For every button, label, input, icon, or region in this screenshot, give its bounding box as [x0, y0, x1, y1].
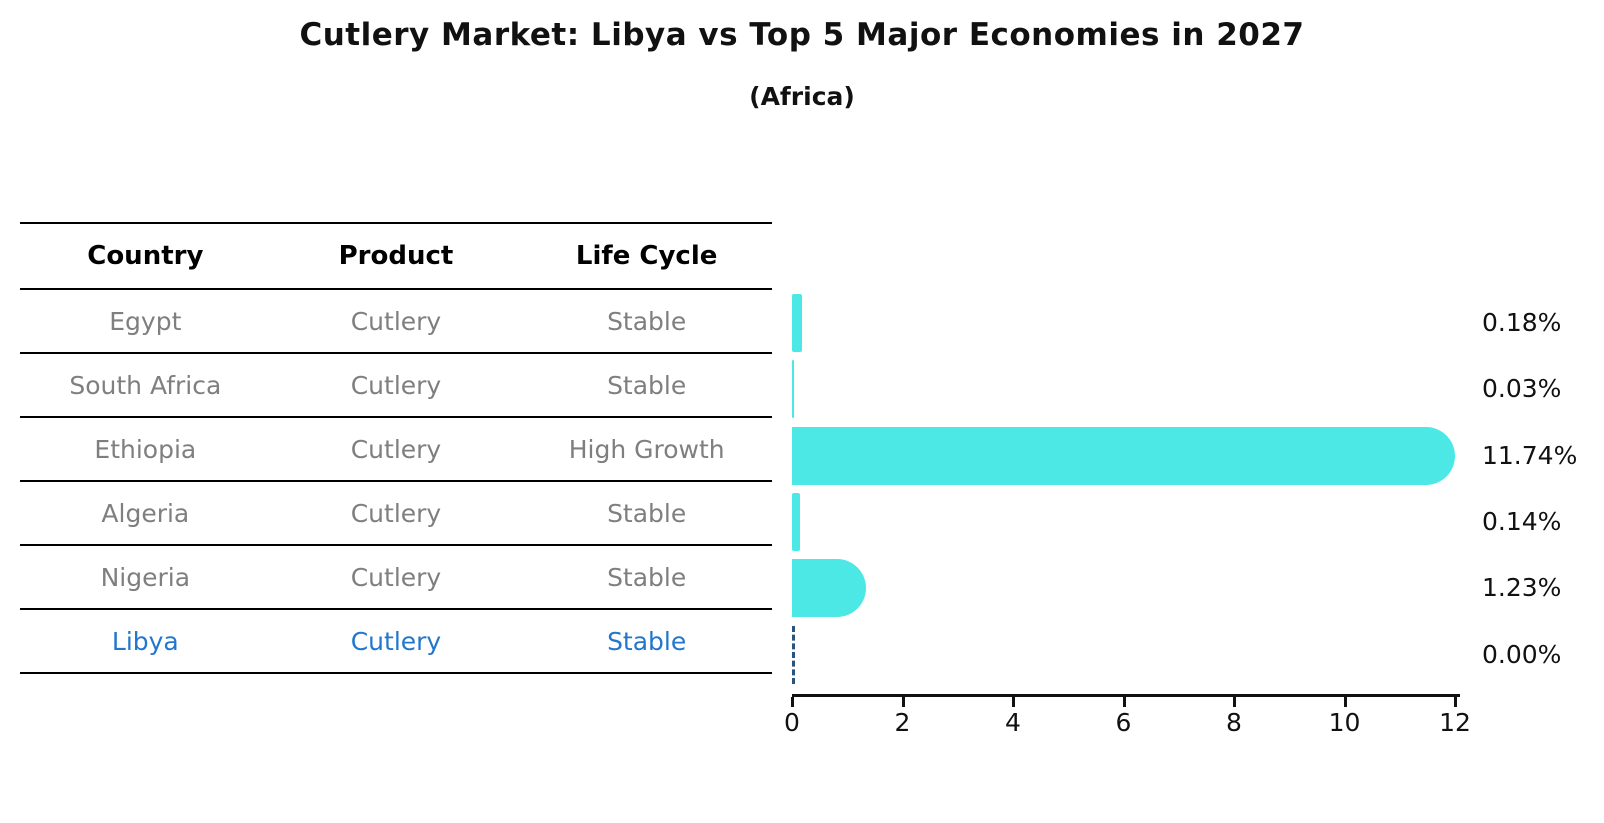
table-row: Algeria Cutlery Stable: [20, 481, 772, 546]
table-row: Ethiopia Cutlery High Growth: [20, 417, 772, 482]
x-tick-mark: [1233, 697, 1236, 707]
cell-country: South Africa: [20, 353, 271, 418]
x-axis-line: [792, 694, 1460, 697]
bar-nigeria: [792, 559, 866, 618]
table-body: Egypt Cutlery Stable South Africa Cutlery Sta…: [20, 289, 772, 674]
cell-country: Ethiopia: [20, 417, 271, 482]
table-row: Egypt Cutlery Stable: [20, 289, 772, 354]
cell-product: Cutlery: [270, 417, 522, 482]
value-label: 0.00%: [1482, 639, 1562, 669]
value-label: 0.18%: [1482, 308, 1562, 338]
x-tick-mark: [1012, 697, 1015, 707]
chart-title: Cutlery Market: Libya vs Top 5 Major Eco…: [299, 17, 1305, 53]
x-tick-mark: [1454, 697, 1457, 707]
x-tick-mark: [791, 697, 794, 707]
x-tick-label: 2: [894, 708, 911, 737]
x-tick-mark: [1343, 697, 1347, 707]
cell-life-cycle: Stable: [521, 481, 772, 546]
value-label: 11.74%: [1482, 440, 1578, 470]
cell-country: Libya: [20, 609, 271, 674]
cell-product: Cutlery: [270, 289, 522, 354]
header-life-cycle: Life Cycle: [521, 222, 772, 290]
cell-country: Nigeria: [20, 545, 271, 610]
x-tick-label: 6: [1115, 708, 1132, 737]
table-header: Country Product Life Cycle: [20, 222, 772, 290]
cell-product: Cutlery: [270, 353, 522, 418]
cell-life-cycle: Stable: [521, 289, 772, 354]
table-row: Libya Cutlery Stable: [20, 609, 772, 674]
table-row: South Africa Cutlery Stable: [20, 353, 772, 418]
header-product: Product: [270, 222, 522, 290]
cell-product: Cutlery: [270, 481, 522, 546]
x-tick-mark: [901, 697, 905, 707]
table-header-row: Country Product Life Cycle: [20, 222, 772, 290]
cell-life-cycle: Stable: [521, 545, 772, 610]
header-country: Country: [20, 222, 271, 290]
cell-country: Egypt: [20, 289, 271, 354]
bar-ethiopia: [792, 426, 1455, 485]
x-axis: 0 2 4 6 8 10 12: [784, 694, 1492, 754]
bar-south-africa: [792, 360, 794, 419]
table-row: Nigeria Cutlery Stable: [20, 545, 772, 610]
cell-life-cycle: Stable: [521, 353, 772, 418]
x-tick-label: 10: [1328, 708, 1361, 737]
x-tick-mark: [1122, 697, 1126, 707]
bar-egypt: [792, 294, 802, 353]
bar-algeria: [792, 493, 800, 552]
country-table: Country Product Life Cycle Egypt Cutlery S…: [20, 222, 772, 674]
value-label: 0.03%: [1482, 374, 1562, 404]
cell-life-cycle: Stable: [521, 609, 772, 674]
bar-plot: 0.18% 0.03% 11.74% 0.14% 1.23% 0.00%: [792, 290, 1604, 688]
chart-subtitle: (Africa): [749, 82, 855, 111]
cell-product: Cutlery: [270, 545, 522, 610]
value-label: 1.23%: [1482, 573, 1562, 603]
x-tick-label: 8: [1226, 708, 1242, 737]
cell-life-cycle: High Growth: [521, 417, 772, 482]
value-label: 0.14%: [1482, 507, 1562, 537]
cell-country: Algeria: [20, 481, 271, 546]
x-tick-label: 4: [1005, 708, 1021, 737]
x-tick-label: 0: [784, 708, 800, 737]
cell-product: Cutlery: [270, 609, 522, 674]
x-tick-label: 12: [1439, 708, 1471, 737]
bar-libya: [792, 625, 795, 684]
